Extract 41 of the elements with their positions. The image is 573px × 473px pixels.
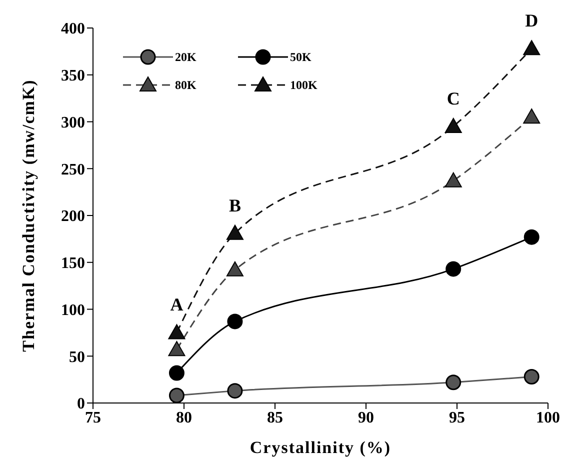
annotation: C (446, 88, 460, 108)
legend-label: 20K (175, 50, 196, 64)
point (168, 365, 184, 381)
point (444, 172, 462, 188)
y-tick-label: 0 (77, 396, 85, 413)
point (226, 261, 244, 276)
point (227, 314, 243, 330)
point (523, 108, 540, 124)
x-tick-label: 90 (358, 409, 374, 426)
x-tick-label: 100 (536, 409, 560, 426)
point (168, 324, 186, 340)
x-tick-label: 75 (85, 409, 101, 426)
point (524, 229, 540, 245)
point (168, 388, 184, 403)
legend-label: 80K (175, 78, 196, 92)
point (444, 118, 462, 133)
x-tick-label: 95 (449, 409, 465, 426)
annotation: B (228, 195, 241, 216)
point (524, 369, 540, 384)
point (446, 261, 462, 277)
annotation: A (170, 294, 184, 315)
x-tick-label: 85 (267, 409, 283, 426)
y-tick-label: 200 (61, 208, 85, 226)
point (227, 383, 243, 399)
legend-label: 100K (290, 78, 318, 92)
point (226, 224, 244, 240)
y-tick-label: 50 (69, 348, 85, 366)
y-axis-title: Thermal Conductivity (mw/cmK) (19, 79, 38, 352)
y-tick-label: 150 (61, 255, 85, 272)
point (523, 40, 540, 56)
annotation: D (525, 10, 538, 31)
x-tick-label: 80 (176, 409, 192, 426)
x-axis-title: Crystallinity (%) (250, 438, 392, 457)
y-tick-label: 100 (61, 302, 85, 319)
point (446, 374, 462, 390)
point (168, 341, 186, 356)
y-tick-label: 350 (61, 68, 85, 85)
y-tick-label: 400 (61, 20, 85, 38)
y-tick-label: 300 (61, 114, 85, 132)
legend-label: 50K (290, 50, 312, 64)
y-tick-label: 250 (61, 161, 85, 178)
